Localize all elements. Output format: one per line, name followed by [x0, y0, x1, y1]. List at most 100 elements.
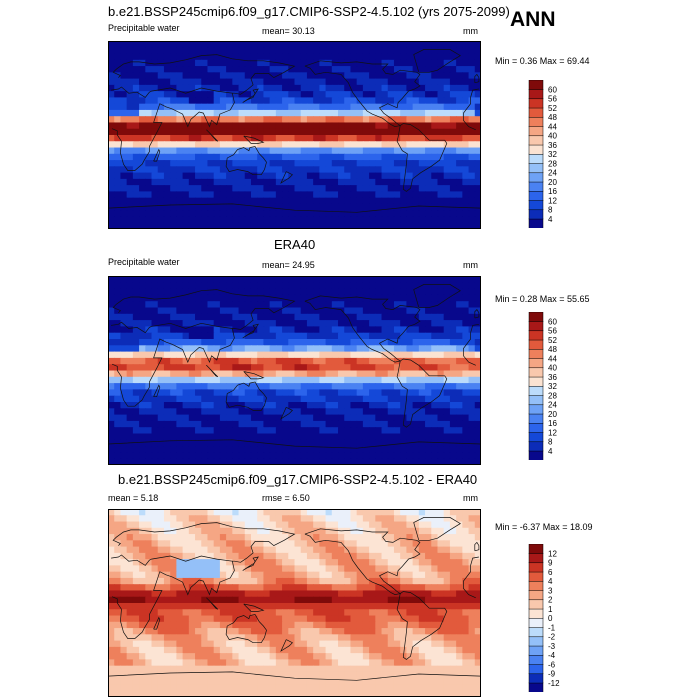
- field-cell: [275, 420, 283, 428]
- field-cell: [449, 446, 457, 453]
- field-cell: [182, 166, 190, 174]
- field-cell: [449, 402, 457, 409]
- field-cell: [412, 41, 420, 48]
- colorbar-tick-label: 12: [548, 196, 557, 205]
- field-cell: [250, 153, 258, 161]
- field-cell: [306, 147, 314, 155]
- field-cell: [226, 147, 233, 155]
- field-cell: [219, 135, 227, 142]
- field-cell: [294, 634, 302, 642]
- field-cell: [257, 628, 265, 635]
- field-cell: [300, 433, 308, 441]
- field-cell: [331, 590, 339, 598]
- field-cell: [263, 320, 271, 327]
- field-cell: [288, 160, 296, 167]
- field-cell: [300, 191, 308, 199]
- field-cell: [151, 376, 159, 384]
- field-cell: [145, 178, 153, 186]
- field-cell: [325, 320, 333, 327]
- field-cell: [108, 210, 115, 218]
- field-cell: [288, 307, 296, 315]
- field-cell: [226, 376, 233, 384]
- field-cell: [170, 72, 177, 80]
- field-cell: [344, 282, 352, 290]
- field-cell: [157, 376, 165, 384]
- field-cell: [400, 408, 407, 416]
- field-cell: [170, 364, 177, 372]
- field-cell: [157, 634, 165, 642]
- field-cell: [387, 282, 395, 290]
- field-cell: [176, 288, 184, 296]
- field-cell: [443, 72, 451, 80]
- field-cell: [387, 178, 395, 186]
- field-cell: [288, 222, 296, 229]
- field-cell: [163, 559, 171, 566]
- field-cell: [412, 565, 420, 573]
- field-cell: [139, 47, 146, 55]
- field-cell: [356, 590, 364, 598]
- field-cell: [412, 332, 420, 340]
- field-cell: [132, 320, 140, 327]
- field-cell: [406, 540, 414, 548]
- field-cell: [163, 609, 171, 617]
- field-cell: [431, 185, 439, 192]
- field-cell: [474, 97, 481, 105]
- field-cell: [294, 301, 302, 309]
- field-cell: [132, 116, 140, 124]
- field-cell: [188, 53, 196, 61]
- field-cell: [263, 345, 271, 353]
- field-cell: [381, 634, 389, 642]
- field-cell: [406, 66, 414, 73]
- field-cell: [170, 446, 177, 453]
- field-cell: [145, 91, 153, 98]
- field-cell: [300, 509, 308, 516]
- field-cell: [393, 153, 401, 161]
- field-cell: [313, 458, 320, 465]
- field-cell: [120, 370, 128, 378]
- field-cell: [219, 546, 227, 554]
- field-cell: [356, 559, 364, 566]
- field-cell: [400, 364, 407, 372]
- field-cell: [431, 458, 439, 465]
- field-cell: [393, 389, 401, 397]
- field-cell: [474, 552, 481, 560]
- field-cell: [400, 395, 407, 403]
- field-cell: [238, 47, 246, 55]
- field-cell: [157, 47, 165, 55]
- field-cell: [139, 210, 146, 218]
- field-cell: [474, 326, 481, 334]
- field-cell: [275, 53, 283, 61]
- field-cell: [219, 172, 227, 180]
- field-cell: [400, 66, 407, 73]
- field-cell: [157, 41, 165, 48]
- field-cell: [425, 294, 432, 302]
- field-cell: [232, 307, 240, 315]
- field-cell: [325, 596, 333, 604]
- field-cell: [418, 91, 426, 98]
- field-cell: [338, 216, 345, 224]
- field-cell: [275, 216, 283, 224]
- field-cell: [381, 439, 389, 447]
- field-cell: [114, 135, 122, 142]
- field-cell: [213, 307, 221, 315]
- field-cell: [474, 395, 481, 403]
- field-cell: [244, 66, 252, 73]
- colorbar-box: [528, 89, 544, 100]
- field-cell: [331, 222, 339, 229]
- field-cell: [468, 634, 476, 642]
- field-cell: [356, 197, 364, 205]
- field-cell: [157, 210, 165, 218]
- field-cell: [132, 584, 140, 592]
- field-cell: [400, 332, 407, 340]
- field-cell: [331, 621, 339, 629]
- field-cell: [120, 78, 128, 86]
- field-cell: [387, 351, 395, 359]
- field-cell: [400, 222, 407, 229]
- field-cell: [381, 109, 389, 117]
- field-cell: [375, 326, 383, 334]
- field-cell: [319, 97, 327, 105]
- field-cell: [232, 357, 240, 365]
- field-cell: [170, 427, 177, 435]
- field-cell: [275, 128, 283, 136]
- field-cell: [126, 97, 134, 105]
